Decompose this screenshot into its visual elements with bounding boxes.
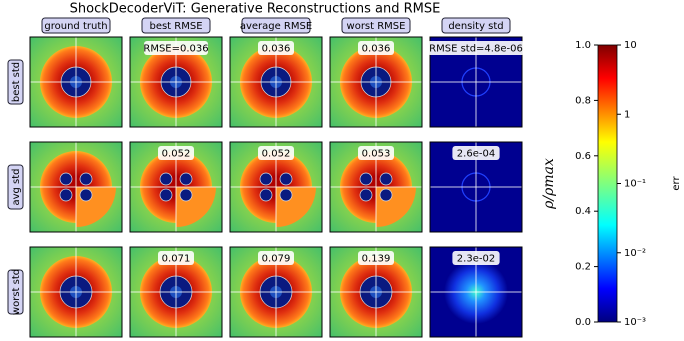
y-tick-label: 0.8 [575,95,591,106]
core [280,173,292,185]
column-header: worst RMSE [347,21,406,32]
y2-tick-label: 10⁻¹ [624,179,646,190]
annotation: 0.139 [362,254,391,265]
core [60,189,72,201]
annotation: 0.052 [162,149,191,160]
annotation: 0.079 [262,254,291,265]
y-tick-label: 0.2 [575,262,591,273]
y2-tick-label: 10⁻³ [624,317,646,328]
colorbar [598,45,617,322]
panel [30,142,122,232]
colorbar-label-right: err [671,176,682,191]
annotation: 0.071 [162,254,191,265]
title: ShockDecoderViT: Generative Reconstructi… [70,2,441,17]
core [280,189,292,201]
core [360,173,372,185]
annotation: 0.053 [362,149,391,160]
annotation: 0.052 [262,149,291,160]
annotation: 2.6e-04 [457,149,495,160]
y2-tick-label: 1 [624,109,630,120]
core [180,173,192,185]
annotation: RMSE=0.036 [143,44,208,55]
y-tick-label: 0.4 [575,206,591,217]
y-tick-label: 1.0 [575,40,591,51]
core [80,173,92,185]
y2-tick-label: 10⁻² [624,248,646,259]
colorbar-label: ρ/ρmax [541,158,557,210]
core [160,189,172,201]
y-tick-label: 0.6 [575,151,591,162]
core [380,189,392,201]
annotation: 0.036 [262,44,291,55]
column-header: average RMSE [240,21,312,32]
core [180,189,192,201]
core [80,189,92,201]
core [260,173,272,185]
figure: ShockDecoderViT: Generative Reconstructi… [0,0,684,341]
column-header: best RMSE [149,21,202,32]
y2-tick-label: 10 [624,40,637,51]
column-header: density std [448,21,503,32]
panel [30,37,122,127]
core [160,173,172,185]
annotation: RMSE std=4.8e-06 [429,44,523,55]
core [380,173,392,185]
core [60,173,72,185]
core [260,189,272,201]
core [360,189,372,201]
column-header: ground truth [44,21,107,32]
row-label: worst std [11,269,22,315]
annotation: 2.3e-02 [457,254,495,265]
row-label: best std [11,62,22,102]
annotation: 0.036 [362,44,391,55]
y-tick-label: 0.0 [575,317,591,328]
panel [30,247,122,337]
row-label: avg std [11,168,22,205]
